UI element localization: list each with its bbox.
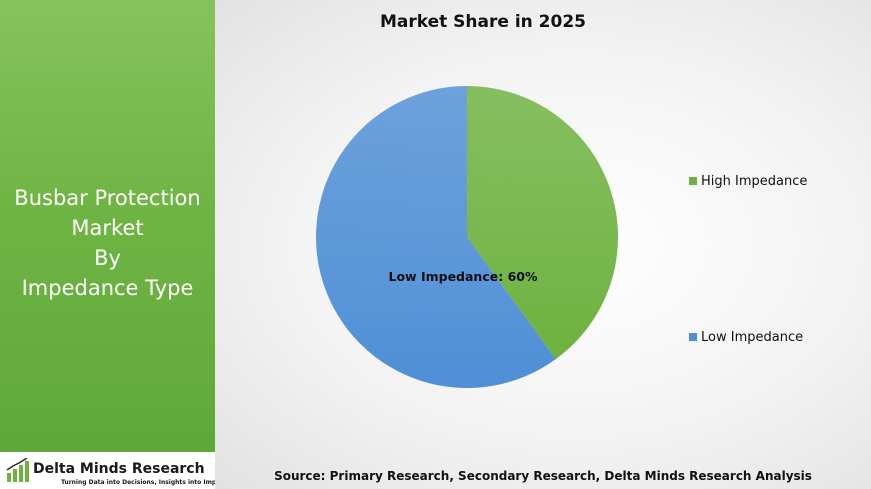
logo: Delta Minds Research Turning Data into D… [0, 452, 227, 489]
data-label-low-impedance: Low Impedance: 60% [389, 269, 538, 284]
chart-title: Market Share in 2025 [379, 12, 586, 32]
pie-chart: Low Impedance: 60% [316, 86, 618, 388]
pie-slice-low-impedance [316, 86, 556, 388]
legend-entry-low-impedance: Low Impedance [689, 330, 803, 345]
legend-swatch-low-impedance [689, 333, 697, 341]
chart-area: Market Share in 2025 Low Impedance: 60% … [215, 0, 871, 489]
legend-entry-high-impedance: High Impedance [689, 174, 807, 189]
pie-slice-high-impedance [467, 86, 618, 360]
legend-label-low-impedance: Low Impedance [701, 330, 804, 345]
report-title-line-3: By [94, 246, 121, 270]
logo-name: Delta Minds Research [33, 461, 205, 477]
logo-tagline: Turning Data into Decisions, Insights in… [61, 479, 227, 486]
legend-label-high-impedance: High Impedance [701, 174, 808, 189]
report-title-line-4: Impedance Type [21, 276, 194, 300]
legend-swatch-high-impedance [689, 177, 697, 185]
report-title-line-1: Busbar Protection [14, 186, 201, 210]
report-title-line-2: Market [71, 216, 144, 240]
report-title: Busbar Protection Market By Impedance Ty… [0, 183, 215, 303]
source-note: Source: Primary Research, Secondary Rese… [274, 469, 812, 483]
left-title-panel: Busbar Protection Market By Impedance Ty… [0, 0, 215, 452]
bar-chart-logo-icon [6, 458, 29, 482]
